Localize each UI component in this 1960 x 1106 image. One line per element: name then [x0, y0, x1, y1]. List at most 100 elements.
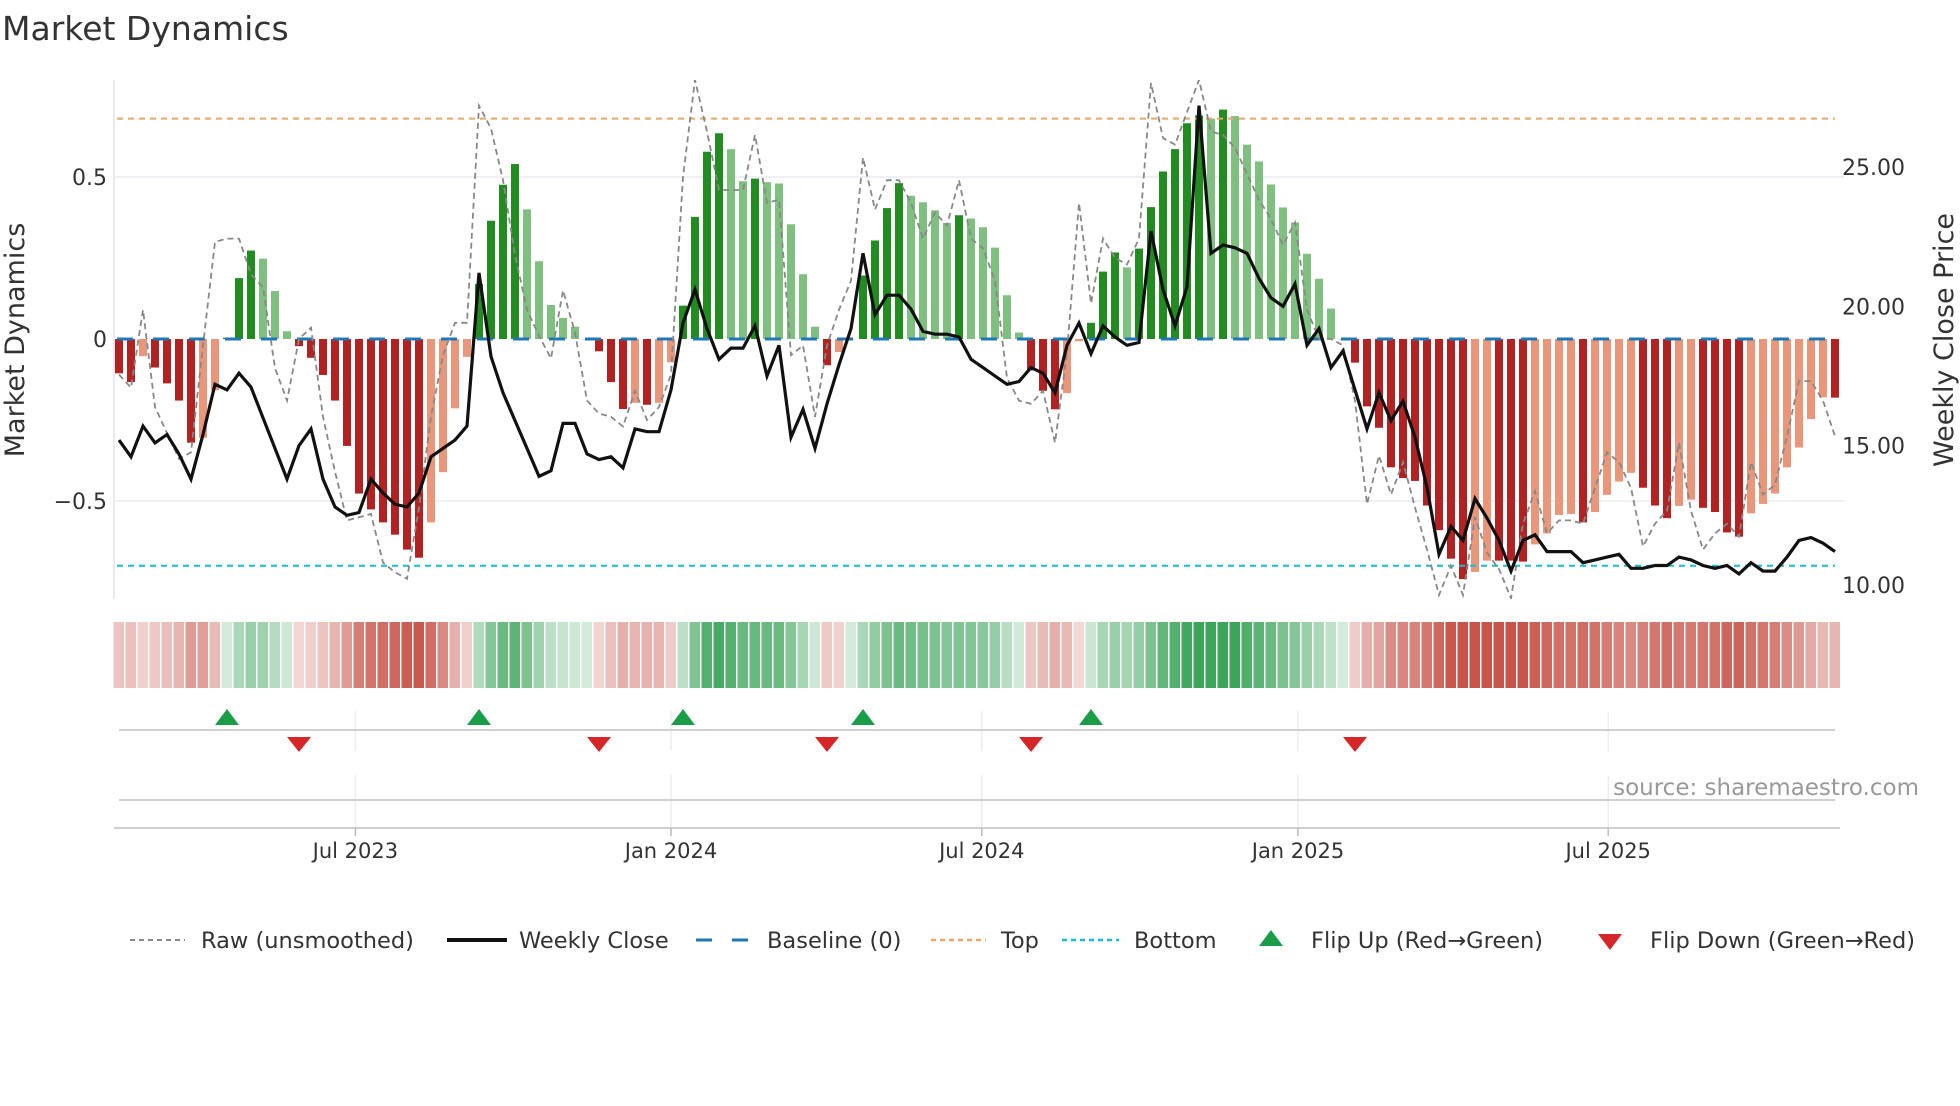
heatmap-cell	[281, 622, 292, 688]
x-tick-label: Jan 2024	[623, 839, 718, 863]
heatmap-cell-bg	[161, 622, 172, 688]
momentum-bar	[1267, 184, 1275, 339]
momentum-bar	[991, 247, 999, 339]
momentum-bar	[1195, 115, 1203, 339]
momentum-bar	[1231, 116, 1239, 339]
heatmap-cell	[1613, 622, 1624, 688]
momentum-bar	[1603, 339, 1611, 495]
momentum-bar	[691, 216, 699, 339]
heatmap-cell-bg	[269, 622, 280, 688]
heatmap-cell	[317, 622, 328, 688]
heatmap-cell	[1577, 622, 1588, 688]
heatmap-cell	[1265, 622, 1276, 688]
momentum-bar	[943, 223, 951, 339]
momentum-bar	[1279, 207, 1287, 339]
heatmap-cell	[977, 622, 988, 688]
momentum-bar	[1435, 339, 1443, 531]
heatmap-cell	[329, 622, 340, 688]
momentum-bar	[1711, 339, 1719, 513]
momentum-bar	[631, 339, 639, 403]
heatmap-cell	[473, 622, 484, 688]
heatmap-cell	[665, 622, 676, 688]
momentum-bar	[1183, 123, 1191, 339]
momentum-bar	[835, 339, 843, 352]
momentum-bar	[1495, 339, 1503, 561]
heatmap-cell	[1253, 622, 1264, 688]
heatmap-cell	[1073, 622, 1084, 688]
heatmap-cell-bg	[173, 622, 184, 688]
momentum-bar	[1039, 339, 1047, 391]
heatmap-cell-bg	[797, 622, 808, 688]
momentum-bar	[1687, 339, 1695, 500]
momentum-bar	[451, 339, 459, 409]
heatmap-cell	[725, 622, 736, 688]
momentum-bar	[463, 339, 471, 357]
momentum-bar	[1015, 332, 1023, 339]
momentum-bar	[1411, 339, 1419, 481]
momentum-bar	[1807, 339, 1815, 420]
heatmap-cell	[1457, 622, 1468, 688]
heatmap-cell	[1769, 622, 1780, 688]
flip-down-marker	[1019, 737, 1043, 752]
heatmap-cell	[341, 622, 352, 688]
momentum-bar	[1207, 118, 1215, 340]
y-axis-right: 25.00 20.00 15.00 10.00	[1842, 156, 1905, 599]
momentum-bar	[1375, 339, 1383, 428]
heatmap-cell	[1013, 622, 1024, 688]
heatmap-cell	[1697, 622, 1708, 688]
legend-label: Top	[1000, 928, 1039, 954]
momentum-bar	[427, 339, 435, 523]
heatmap-cell	[533, 622, 544, 688]
momentum-bar	[115, 339, 123, 374]
momentum-bar	[1123, 267, 1131, 339]
heatmap-cell	[1673, 622, 1684, 688]
heatmap-cell-bg	[281, 622, 292, 688]
heatmap-cell	[1181, 622, 1192, 688]
momentum-bar	[643, 339, 651, 405]
heatmap-cell	[1685, 622, 1696, 688]
heatmap-cell-bg	[545, 622, 556, 688]
legend-label: Baseline (0)	[767, 928, 901, 954]
heatmap-cell	[1373, 622, 1384, 688]
momentum-bar	[1135, 248, 1143, 339]
heatmap-cell	[761, 622, 772, 688]
momentum-bar	[355, 339, 363, 494]
heatmap-cell	[1277, 622, 1288, 688]
momentum-bar	[787, 224, 795, 339]
momentum-bar	[547, 304, 555, 339]
momentum-bar	[739, 181, 747, 339]
heatmap-cell-bg	[1829, 622, 1840, 688]
heatmap-cell-bg	[1025, 622, 1036, 688]
heatmap-cell-bg	[1817, 622, 1828, 688]
heatmap-cell	[1517, 622, 1528, 688]
momentum-bar	[1795, 339, 1803, 448]
heatmap-cell-bg	[1049, 622, 1060, 688]
heatmap-cell	[1493, 622, 1504, 688]
momentum-bar	[307, 339, 315, 358]
heatmap-cell-bg	[473, 622, 484, 688]
momentum-bar	[703, 151, 711, 339]
heatmap-cell-bg	[605, 622, 616, 688]
momentum-bar	[1219, 109, 1227, 339]
heatmap-cell-bg	[449, 622, 460, 688]
raw-unsmoothed-line	[118, 80, 1836, 599]
heatmap-cell	[737, 622, 748, 688]
heatmap-cell	[233, 622, 244, 688]
heatmap-cell	[569, 622, 580, 688]
heatmap-cell-bg	[293, 622, 304, 688]
heatmap-cell	[1337, 622, 1348, 688]
momentum-bar	[751, 178, 759, 339]
heatmap-cell-bg	[641, 622, 652, 688]
heatmap-cell-bg	[617, 622, 628, 688]
momentum-bar	[1363, 339, 1371, 407]
heatmap-cell	[653, 622, 664, 688]
heatmap-cell-bg	[233, 622, 244, 688]
heatmap-cell	[1385, 622, 1396, 688]
heatmap-cell-bg	[557, 622, 568, 688]
momentum-bar	[235, 278, 243, 339]
heatmap-cell	[941, 622, 952, 688]
heatmap-cell	[1037, 622, 1048, 688]
heatmap-cell	[1229, 622, 1240, 688]
heatmap-cell	[1469, 622, 1480, 688]
heatmap-cell-bg	[677, 622, 688, 688]
